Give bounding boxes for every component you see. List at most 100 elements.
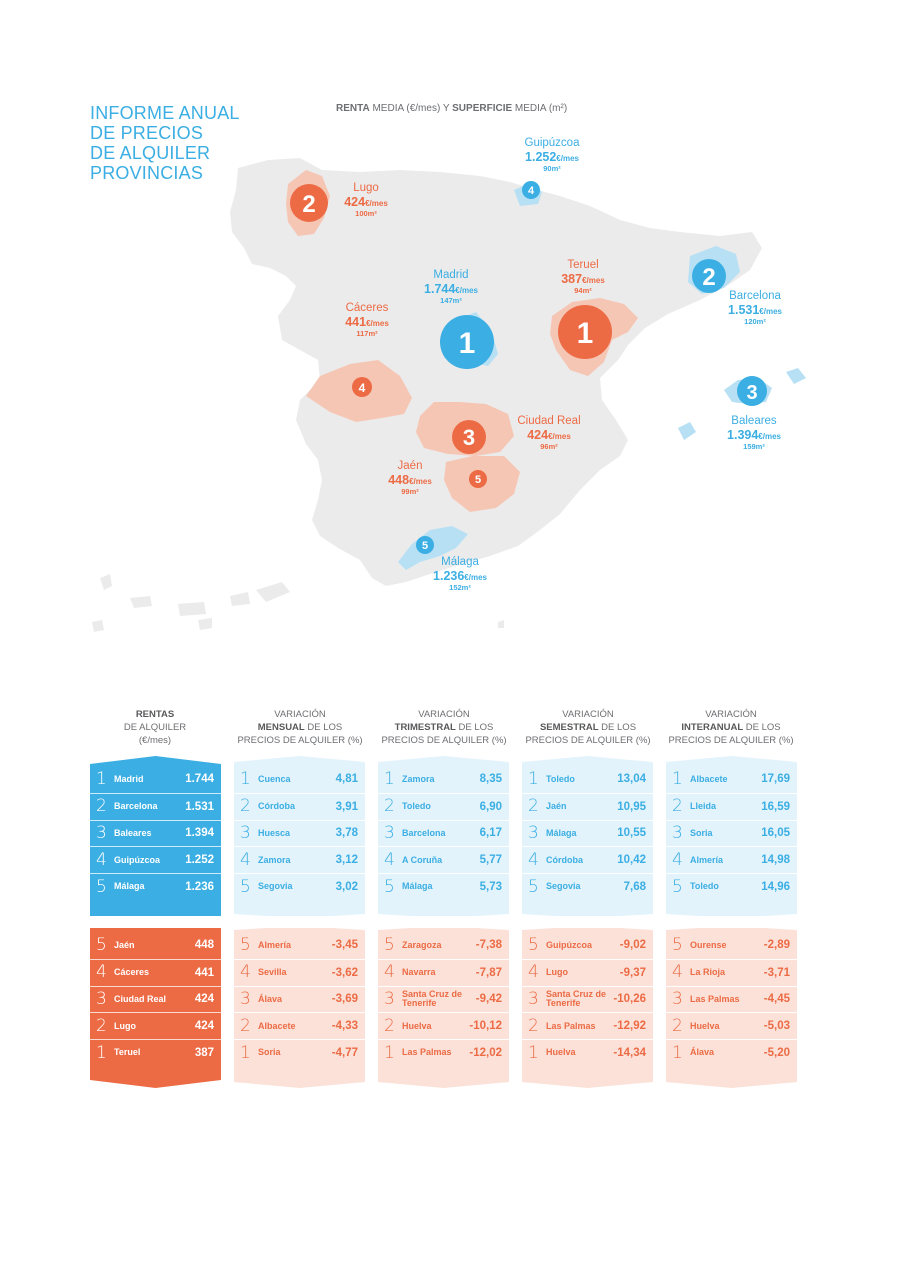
ranking-row: 3 Ciudad Real 424 [90, 985, 221, 1013]
province-name: Navarra [402, 966, 436, 977]
ranking-row: 2 Albacete -4,33 [234, 1012, 365, 1039]
province-name: Zamora [402, 773, 435, 784]
province-name: Almería [690, 854, 724, 865]
province-name: Zamora [258, 854, 291, 865]
value: -14,34 [613, 1047, 646, 1060]
ranking-row: 4 La Rioja -3,71 [666, 958, 797, 986]
value: 10,95 [617, 800, 646, 813]
rank-number: 1 [96, 768, 107, 789]
province-name: Málaga [441, 556, 479, 568]
ranking-rows: 5 Almería -3,45 4 Sevilla -3,62 3 Álava -3,69 2 Al… [234, 928, 365, 1066]
province-name: Huesca [258, 827, 291, 838]
panel-background [378, 928, 509, 1088]
rank-number: 5 [240, 876, 251, 897]
annual-bottom-ranking-panel: 5 Ourense -2,89 4 La Rioja -3,71 3 Las Palmas -4… [666, 928, 797, 1088]
panel-background [234, 756, 365, 916]
province-name: Santa Cruz de Tenerife [402, 988, 463, 1009]
province-price: 387€/mes [561, 272, 605, 287]
province-name: Barcelona [729, 290, 781, 302]
province-name: Santa Cruz de Tenerife [546, 988, 607, 1009]
panel-background [666, 756, 797, 916]
rank-number: 4 [96, 962, 107, 983]
value: -9,42 [475, 993, 502, 1006]
province-price: 1.236€/mes [433, 569, 487, 584]
teruel-rank-number: 1 [577, 317, 594, 350]
province-price: 424€/mes [344, 195, 388, 210]
province-name: Madrid [114, 773, 144, 784]
rank-number: 2 [672, 796, 683, 817]
value: -4,45 [763, 993, 790, 1006]
rents-top-ranking-panel: 1 Madrid 1.744 2 Barcelona 1.531 3 Baleares 1.39… [90, 756, 221, 916]
header-line3: PRECIOS DE ALQUILER (%) [237, 735, 363, 746]
province-name: Álava [690, 1047, 715, 1058]
ciudad-real-rank-number: 3 [463, 425, 475, 450]
ranking-row: 1 Soria -4,77 [234, 1039, 365, 1066]
value: 424 [194, 993, 214, 1006]
province-name: Álava [258, 993, 283, 1004]
value: 3,02 [335, 881, 358, 894]
barcelona-label: Barcelona 1.531€/mes 120m² [715, 290, 795, 326]
province-price: 448€/mes [388, 473, 432, 488]
ranking-row: 1 Albacete 17,69 [666, 766, 797, 793]
province-name: Las Palmas [402, 1047, 452, 1058]
value: 10,55 [617, 827, 646, 840]
ranking-row: 2 Barcelona 1.531 [90, 792, 221, 820]
rank-number: 5 [672, 934, 683, 955]
rank-number: 3 [528, 822, 539, 843]
rank-number: 4 [528, 849, 539, 870]
value: -4,77 [331, 1047, 358, 1060]
ranking-rows: 1 Madrid 1.744 2 Barcelona 1.531 3 Baleares 1.39… [90, 756, 221, 900]
ranking-row: 4 A Coruña 5,77 [378, 846, 509, 873]
value: -3,45 [331, 939, 358, 952]
rank-number: 3 [96, 988, 107, 1009]
value: 16,05 [761, 827, 790, 840]
province-name: A Coruña [402, 854, 443, 865]
ranking-row: 1 Madrid 1.744 [90, 766, 221, 793]
province-price: 1.744€/mes [424, 282, 478, 297]
value: 448 [194, 939, 214, 952]
header-bold: SEMESTRAL [539, 722, 599, 733]
lugo-rank-number: 2 [302, 191, 315, 218]
header-line3: PRECIOS DE ALQUILER (%) [668, 735, 794, 746]
province-name: Albacete [258, 1020, 296, 1031]
rank-number: 5 [528, 876, 539, 897]
ranking-row: 3 Álava -3,69 [234, 985, 365, 1013]
ranking-row: 2 Lleida 16,59 [666, 792, 797, 820]
rank-number: 2 [240, 796, 251, 817]
province-price: 1.531€/mes [728, 303, 782, 318]
province-name: Lugo [353, 182, 379, 194]
province-name: Ciudad Real [517, 415, 581, 427]
ranking-row: 2 Córdoba 3,91 [234, 792, 365, 820]
barcelona-rank-number: 2 [702, 264, 715, 291]
province-name: Teruel [114, 1047, 141, 1058]
value: -9,02 [619, 939, 646, 952]
value: 16,59 [761, 800, 790, 813]
rank-number: 2 [96, 796, 107, 817]
rank-number: 1 [672, 768, 683, 789]
value: 1.744 [185, 773, 214, 786]
rank-number: 2 [384, 1015, 395, 1036]
ranking-row: 3 Soria 16,05 [666, 819, 797, 847]
teruel-rank-marker: 1 [558, 305, 612, 359]
province-name: Toledo [690, 881, 719, 892]
ranking-row: 5 Segovia 7,68 [522, 873, 653, 900]
rank-number: 2 [672, 1015, 683, 1036]
rank-number: 2 [96, 1015, 107, 1036]
rank-number: 5 [384, 934, 395, 955]
value: 441 [194, 966, 214, 979]
rank-number: 3 [240, 988, 251, 1009]
ranking-rows: 1 Zamora 8,35 2 Toledo 6,90 3 Barcelona 6,17 4 A C… [378, 756, 509, 900]
rank-number: 1 [384, 768, 395, 789]
spain-mainland-shape [230, 158, 762, 586]
header-pre: VARIACIÓN [705, 709, 757, 720]
panel-background [666, 928, 797, 1088]
rank-number: 1 [384, 1042, 395, 1063]
caceres-rank-marker: 4 [352, 377, 372, 397]
ranking-row: 2 Huelva -10,12 [378, 1012, 509, 1039]
province-name: Barcelona [114, 800, 158, 811]
ranking-row: 4 Córdoba 10,42 [522, 846, 653, 873]
province-size: 159m² [743, 441, 765, 451]
ranking-row: 3 Huesca 3,78 [234, 819, 365, 847]
subtitle-bold-rent: RENTA [336, 103, 370, 114]
rank-number: 3 [672, 822, 683, 843]
